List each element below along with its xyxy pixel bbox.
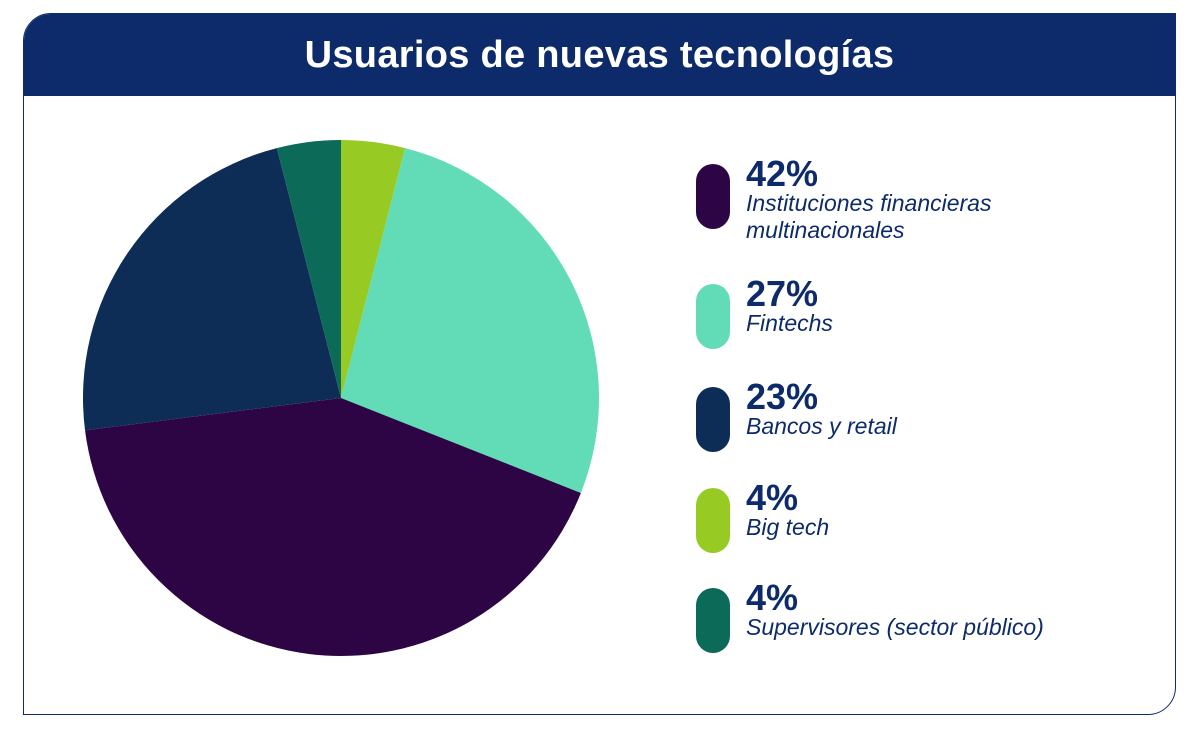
legend-percent-bancos: 23% bbox=[746, 376, 819, 417]
pie-slice-fintechs bbox=[341, 148, 599, 493]
legend-label-multinacionales: Instituciones financieras multinacionale… bbox=[746, 190, 992, 243]
legend-swatch-bancos bbox=[696, 387, 730, 452]
legend-label-bancos: Bancos y retail bbox=[746, 413, 897, 439]
pie-slice-supervisores bbox=[276, 140, 341, 398]
pie-chart bbox=[83, 140, 599, 657]
pie-slice-multinacionales bbox=[85, 398, 581, 657]
legend-swatch-bigtech bbox=[696, 488, 730, 553]
title-bar: Usuarios de nuevas tecnologías bbox=[24, 14, 1175, 96]
legend-label-fintechs: Fintechs bbox=[746, 310, 833, 336]
legend-percent-bigtech: 4% bbox=[746, 477, 799, 518]
legend-swatch-fintechs bbox=[696, 284, 730, 349]
legend-label-bigtech: Big tech bbox=[746, 514, 830, 540]
chart-title: Usuarios de nuevas tecnologías bbox=[304, 33, 895, 76]
legend-swatch-multinacionales bbox=[696, 164, 730, 229]
legend-swatch-supervisores bbox=[696, 588, 730, 653]
chart-card: Usuarios de nuevas tecnologías 42% Insti… bbox=[23, 13, 1176, 715]
legend-percent-supervisores: 4% bbox=[746, 577, 799, 618]
pie-slice-bancos bbox=[83, 148, 341, 431]
legend-percent-multinacionales: 42% bbox=[746, 153, 819, 194]
legend-percent-fintechs: 27% bbox=[746, 273, 819, 314]
legend-label-supervisores: Supervisores (sector público) bbox=[746, 614, 1044, 640]
pie-slice-bigtech bbox=[341, 140, 406, 398]
